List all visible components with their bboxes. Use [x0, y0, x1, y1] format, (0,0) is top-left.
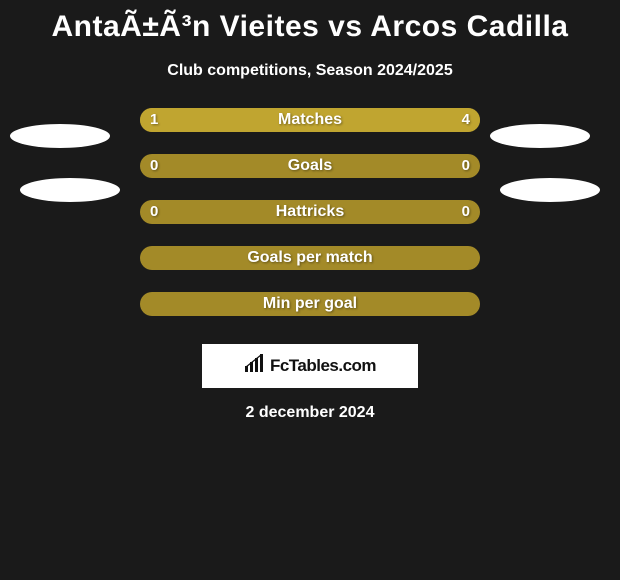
page-title: AntaÃ±Ã³n Vieites vs Arcos Cadilla — [0, 0, 620, 44]
bar-label: Hattricks — [140, 200, 480, 224]
logo-text: FcTables.com — [270, 356, 376, 376]
bar-label: Goals — [140, 154, 480, 178]
comparison-row: Min per goal — [0, 292, 620, 338]
chart-icon — [244, 354, 266, 379]
decorative-ellipse — [20, 178, 120, 202]
value-left: 0 — [150, 200, 158, 224]
logo-box: FcTables.com — [202, 344, 418, 388]
decorative-ellipse — [10, 124, 110, 148]
decorative-ellipse — [490, 124, 590, 148]
value-right: 0 — [462, 154, 470, 178]
value-left: 1 — [150, 108, 158, 132]
bar-label: Goals per match — [140, 246, 480, 270]
date-text: 2 december 2024 — [0, 404, 620, 422]
value-left: 0 — [150, 154, 158, 178]
comparison-row: Hattricks0 0 — [0, 200, 620, 246]
value-right: 4 — [462, 108, 470, 132]
value-right: 0 — [462, 200, 470, 224]
bar-label: Matches — [140, 108, 480, 132]
comparison-row: Goals per match — [0, 246, 620, 292]
bar-label: Min per goal — [140, 292, 480, 316]
decorative-ellipse — [500, 178, 600, 202]
subtitle: Club competitions, Season 2024/2025 — [0, 62, 620, 80]
